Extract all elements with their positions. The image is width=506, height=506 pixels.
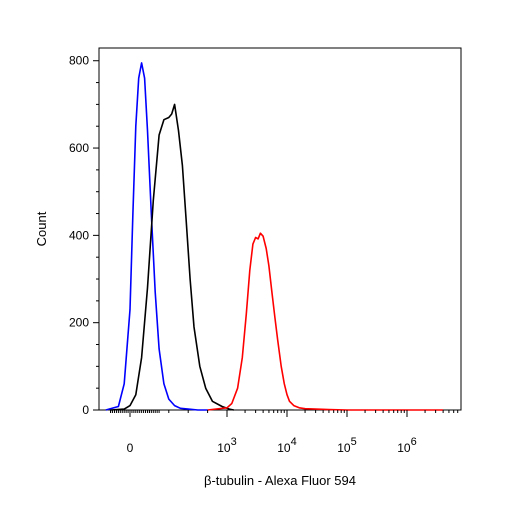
x-tick-label: 104 [277, 436, 296, 455]
x-axis: 0 103 104 105 106 [110, 410, 459, 455]
histogram-series-3 [207, 232, 444, 411]
histogram-series-2 [110, 103, 234, 411]
y-tick-label: 400 [69, 228, 89, 242]
x-tick-label: 103 [217, 436, 236, 455]
y-axis-title: Count [34, 211, 49, 246]
y-tick-label: 600 [69, 141, 89, 155]
x-tick-label: 106 [397, 436, 416, 455]
x-axis-title: β-tubulin - Alexa Fluor 594 [204, 473, 356, 488]
y-tick-label: 800 [69, 54, 89, 68]
y-axis: 0 200 400 600 800 [69, 54, 99, 417]
histogram-series-1 [105, 62, 208, 411]
x-tick-label: 0 [127, 441, 134, 455]
x-tick-label: 105 [337, 436, 356, 455]
series-layer [105, 62, 444, 411]
y-tick-label: 200 [69, 316, 89, 330]
y-tick-label: 0 [82, 403, 89, 417]
plot-frame [98, 47, 462, 411]
